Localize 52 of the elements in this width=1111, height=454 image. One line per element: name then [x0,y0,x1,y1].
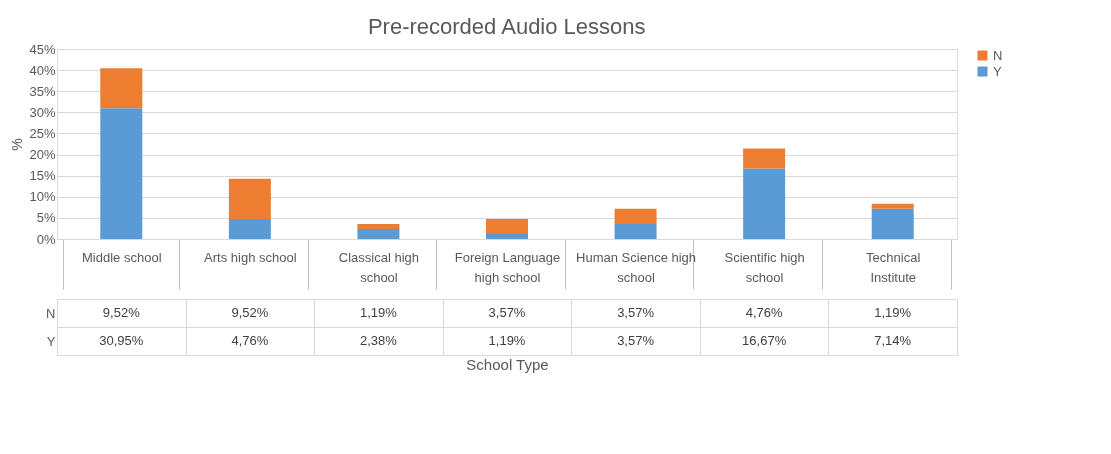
data-label: 3,57% [617,305,655,320]
bar [228,178,271,219]
x-tick-label: Arts high school [204,249,297,265]
y-tick-label: 5% [36,210,56,226]
y-tick-label: 45% [29,41,56,57]
bar [871,203,914,209]
data-label: 1,19% [874,305,912,320]
y-tick-label: 25% [29,125,56,141]
legend-label: N [993,47,1003,63]
text: N [46,305,56,321]
x-tick-label: Human Science high school [576,249,697,285]
y-tick-label: 40% [29,62,56,78]
bar [871,208,914,239]
x-tick-label: Middle school [82,249,162,265]
data-label: 9,52% [102,305,141,320]
y-tick-label: 35% [29,83,56,99]
chart-title: Pre-recorded Audio Lessons [367,13,646,39]
data-label: 7,14% [874,333,912,348]
x-tick-label: Technical Institute [866,249,921,285]
bar [743,148,786,169]
y-tick-label: 20% [29,147,56,163]
y-axis-title: % [9,138,26,151]
data-label: 2,38% [359,333,398,348]
bar [228,218,271,239]
y-tick-label: 10% [29,189,56,205]
x-axis-title: School Type [466,355,549,373]
bar [486,218,528,234]
x-tick-label: Foreign Language high school [454,249,561,285]
bar [614,208,657,224]
data-label: 3,57% [617,333,655,348]
y-tick-label: 0% [36,231,56,247]
data-label: 4,76% [745,305,784,320]
bar [357,223,400,229]
bar [486,233,528,239]
bar [100,108,143,239]
x-tick-label: Scientific high school [724,249,805,285]
data-label: 16,67% [742,333,787,348]
data-label: 1,19% [359,305,398,320]
data-label: 4,76% [231,333,269,348]
data-label: 30,95% [99,333,144,348]
bar [357,228,400,239]
y-tick-label: 15% [29,168,56,184]
data-label: 3,57% [488,305,526,320]
bar [743,168,786,239]
bar [100,68,143,109]
bar [614,223,657,239]
legend-label: Y [993,63,1002,79]
text: Y [46,333,56,349]
data-label: 1,19% [488,333,526,348]
data-label: 9,52% [231,305,269,320]
y-tick-label: 30% [29,104,56,120]
x-tick-label: Classical high school [338,249,420,285]
